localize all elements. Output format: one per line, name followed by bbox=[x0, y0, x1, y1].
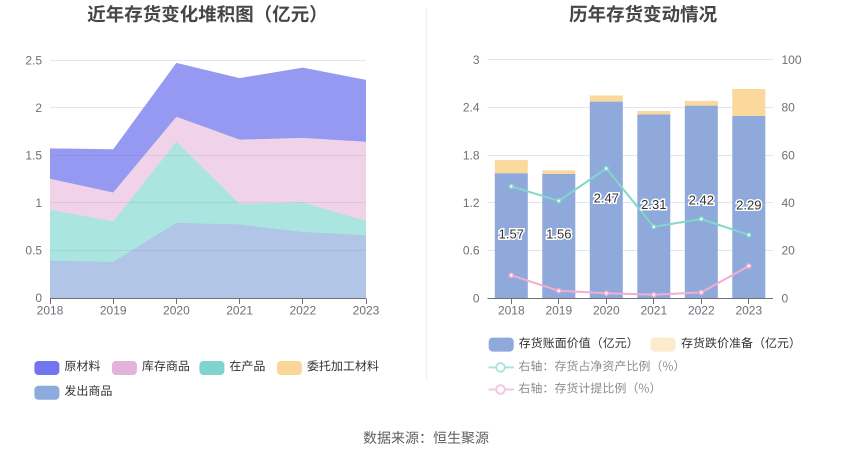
svg-text:80: 80 bbox=[782, 101, 796, 115]
svg-text:0: 0 bbox=[35, 291, 42, 305]
svg-text:0.6: 0.6 bbox=[463, 244, 480, 258]
svg-text:2021: 2021 bbox=[640, 304, 667, 318]
svg-text:2021: 2021 bbox=[226, 304, 253, 318]
svg-text:2020: 2020 bbox=[163, 304, 190, 318]
svg-text:2.29: 2.29 bbox=[736, 198, 761, 213]
svg-text:40: 40 bbox=[782, 196, 796, 210]
svg-text:0: 0 bbox=[473, 291, 480, 305]
svg-text:2.29: 2.29 bbox=[736, 198, 761, 213]
svg-text:2019: 2019 bbox=[100, 304, 127, 318]
svg-text:2.42: 2.42 bbox=[689, 193, 714, 208]
svg-text:2.31: 2.31 bbox=[641, 197, 666, 212]
svg-text:0.5: 0.5 bbox=[25, 243, 42, 257]
svg-text:1: 1 bbox=[35, 196, 42, 210]
svg-text:3: 3 bbox=[473, 53, 480, 67]
svg-text:1.8: 1.8 bbox=[463, 148, 480, 162]
svg-text:2020: 2020 bbox=[593, 304, 620, 318]
svg-text:2.4: 2.4 bbox=[463, 101, 480, 115]
svg-text:60: 60 bbox=[782, 148, 796, 162]
svg-text:100: 100 bbox=[782, 53, 802, 67]
svg-text:1.57: 1.57 bbox=[499, 226, 524, 241]
svg-text:2.47: 2.47 bbox=[594, 191, 619, 206]
svg-text:2: 2 bbox=[35, 101, 42, 115]
svg-text:2022: 2022 bbox=[289, 304, 316, 318]
svg-text:2.31: 2.31 bbox=[641, 197, 666, 212]
svg-text:2019: 2019 bbox=[545, 304, 572, 318]
svg-text:1.57: 1.57 bbox=[499, 226, 524, 241]
svg-text:1.56: 1.56 bbox=[546, 227, 571, 242]
svg-text:2.5: 2.5 bbox=[25, 53, 42, 67]
svg-text:1.56: 1.56 bbox=[546, 227, 571, 242]
svg-text:2022: 2022 bbox=[688, 304, 715, 318]
svg-text:1.5: 1.5 bbox=[25, 148, 42, 162]
svg-text:2.47: 2.47 bbox=[594, 191, 619, 206]
svg-text:2023: 2023 bbox=[735, 304, 762, 318]
svg-text:2018: 2018 bbox=[498, 304, 525, 318]
svg-text:20: 20 bbox=[782, 244, 796, 258]
svg-text:2023: 2023 bbox=[353, 304, 380, 318]
svg-text:0: 0 bbox=[782, 291, 789, 305]
svg-text:2018: 2018 bbox=[37, 304, 64, 318]
svg-text:2.42: 2.42 bbox=[689, 193, 714, 208]
svg-text:1.2: 1.2 bbox=[463, 196, 480, 210]
